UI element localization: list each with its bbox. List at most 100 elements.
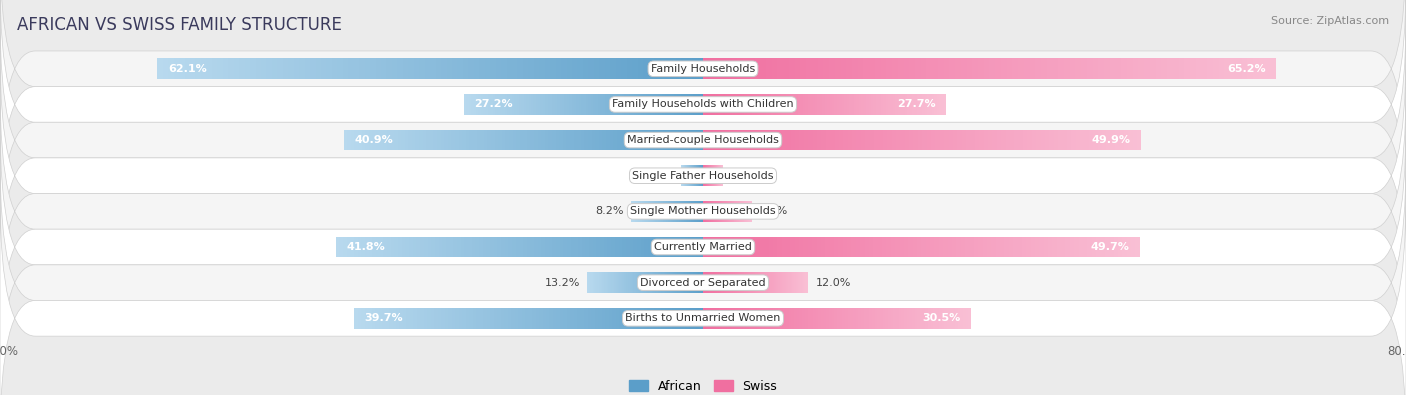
- Bar: [509, 94, 512, 115]
- Bar: [839, 308, 842, 329]
- Bar: [917, 237, 921, 258]
- Bar: [357, 237, 361, 258]
- Bar: [470, 130, 472, 150]
- Bar: [803, 308, 804, 329]
- Bar: [361, 237, 366, 258]
- Bar: [1115, 58, 1121, 79]
- Text: 39.7%: 39.7%: [364, 313, 404, 324]
- Bar: [486, 237, 489, 258]
- Bar: [880, 308, 883, 329]
- Bar: [776, 94, 779, 115]
- Bar: [925, 237, 931, 258]
- Bar: [619, 94, 621, 115]
- Bar: [384, 237, 387, 258]
- Bar: [778, 237, 782, 258]
- Bar: [361, 308, 364, 329]
- Bar: [873, 94, 876, 115]
- Bar: [869, 94, 870, 115]
- Bar: [560, 308, 564, 329]
- Bar: [898, 58, 904, 79]
- Bar: [496, 58, 501, 79]
- Bar: [389, 308, 392, 329]
- Bar: [477, 308, 479, 329]
- Bar: [537, 237, 541, 258]
- Bar: [666, 130, 671, 150]
- Bar: [775, 308, 778, 329]
- Bar: [662, 94, 665, 115]
- Bar: [1167, 58, 1173, 79]
- Bar: [536, 94, 538, 115]
- Bar: [773, 237, 778, 258]
- Bar: [856, 308, 859, 329]
- Bar: [918, 130, 922, 150]
- Bar: [588, 58, 593, 79]
- Bar: [1270, 58, 1277, 79]
- Bar: [375, 58, 381, 79]
- Bar: [786, 308, 789, 329]
- Bar: [813, 94, 815, 115]
- Bar: [762, 94, 763, 115]
- Bar: [747, 237, 751, 258]
- Bar: [405, 130, 408, 150]
- Bar: [651, 308, 654, 329]
- Bar: [751, 308, 754, 329]
- Bar: [796, 94, 799, 115]
- Bar: [681, 58, 686, 79]
- Bar: [717, 308, 718, 329]
- Bar: [447, 58, 451, 79]
- Bar: [1126, 237, 1130, 258]
- Bar: [481, 130, 484, 150]
- Bar: [283, 58, 288, 79]
- Bar: [886, 94, 889, 115]
- Bar: [633, 237, 637, 258]
- Bar: [589, 237, 593, 258]
- Bar: [574, 308, 578, 329]
- Bar: [799, 94, 800, 115]
- Bar: [477, 130, 481, 150]
- Bar: [675, 94, 676, 115]
- Bar: [471, 94, 474, 115]
- Bar: [350, 130, 354, 150]
- Bar: [697, 58, 703, 79]
- Bar: [827, 308, 830, 329]
- Bar: [747, 130, 751, 150]
- Bar: [908, 237, 912, 258]
- Bar: [1104, 58, 1109, 79]
- Bar: [1133, 58, 1139, 79]
- Bar: [676, 94, 679, 115]
- Bar: [544, 58, 550, 79]
- Bar: [373, 237, 375, 258]
- Bar: [515, 308, 517, 329]
- Text: 8.2%: 8.2%: [595, 206, 624, 216]
- Bar: [581, 308, 585, 329]
- Bar: [886, 58, 891, 79]
- Bar: [910, 308, 912, 329]
- Bar: [762, 308, 765, 329]
- Bar: [1014, 237, 1018, 258]
- Bar: [655, 237, 659, 258]
- Bar: [935, 130, 939, 150]
- Bar: [995, 58, 1001, 79]
- Bar: [1178, 58, 1184, 79]
- Bar: [430, 308, 434, 329]
- Bar: [671, 58, 676, 79]
- Bar: [1024, 130, 1028, 150]
- Bar: [939, 130, 945, 150]
- Bar: [725, 237, 730, 258]
- Bar: [605, 94, 607, 115]
- Bar: [405, 237, 409, 258]
- Bar: [451, 58, 457, 79]
- Bar: [501, 94, 502, 115]
- Bar: [848, 237, 852, 258]
- Bar: [218, 58, 222, 79]
- Bar: [900, 94, 903, 115]
- Bar: [789, 94, 790, 115]
- Bar: [578, 308, 581, 329]
- Bar: [703, 130, 707, 150]
- Bar: [915, 58, 921, 79]
- Bar: [408, 130, 412, 150]
- Bar: [626, 308, 630, 329]
- Bar: [578, 130, 581, 150]
- Bar: [652, 94, 655, 115]
- Bar: [546, 308, 550, 329]
